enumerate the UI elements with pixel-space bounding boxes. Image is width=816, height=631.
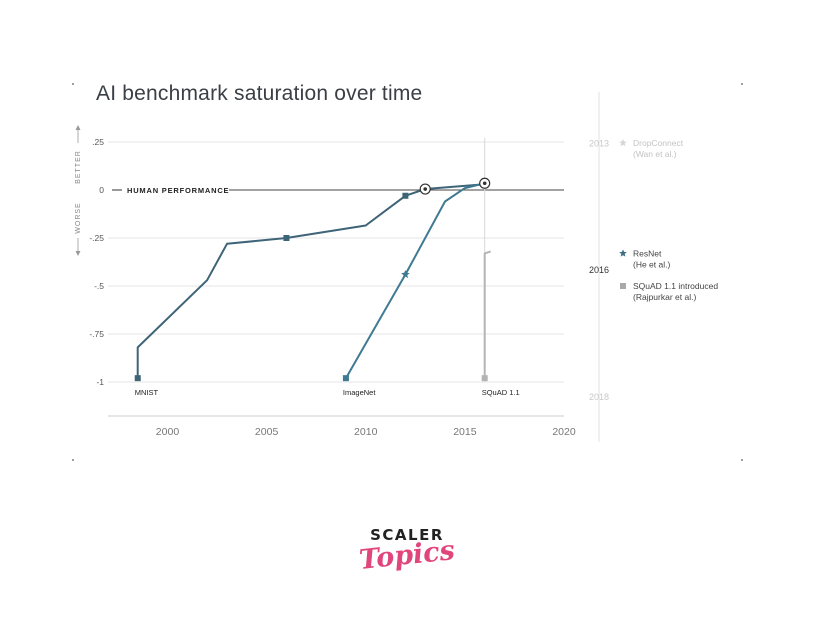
corner-mark <box>72 459 74 461</box>
timeline-event-label: DropConnect <box>633 138 684 148</box>
data-point <box>402 192 409 199</box>
y-tick-label: 0 <box>99 185 104 195</box>
x-tick-label: 2005 <box>255 426 279 438</box>
data-point <box>342 375 349 382</box>
y-tick-label: -1 <box>96 377 104 387</box>
crossing-marker-dot <box>482 181 487 186</box>
series-label: SQuAD 1.1 <box>482 388 520 397</box>
chart-title: AI benchmark saturation over time <box>96 82 423 105</box>
timeline-event-label: SQuAD 1.1 introduced <box>633 281 718 291</box>
data-point <box>481 375 488 382</box>
data-point <box>283 235 290 241</box>
logo-line1: SCALER <box>370 526 444 544</box>
corner-mark <box>72 83 74 85</box>
x-tick-label: 2015 <box>453 426 477 438</box>
y-tick-label: -.5 <box>94 281 104 291</box>
corner-mark <box>741 83 743 85</box>
timeline-event-label: ResNet <box>633 248 662 258</box>
timeline-event-label: (He et al.) <box>633 259 670 269</box>
y-tick-label: -.75 <box>89 329 104 339</box>
series-line <box>483 250 491 379</box>
timeline-year-label: 2016 <box>589 265 609 275</box>
data-point <box>134 375 141 382</box>
worse-arrow-head <box>75 251 81 256</box>
timeline-year-label: 2013 <box>589 138 609 148</box>
y-tick-label: .25 <box>92 137 104 147</box>
x-tick-label: 2020 <box>552 426 576 438</box>
better-label: BETTER <box>75 150 82 184</box>
series-line <box>345 182 485 379</box>
timeline-event-star <box>619 139 627 147</box>
better-arrow-head <box>75 125 81 130</box>
data-point-star <box>401 270 410 279</box>
corner-mark <box>741 459 743 461</box>
series-line <box>136 183 485 379</box>
timeline-event-label: (Wan et al.) <box>633 149 677 159</box>
reference-line-label: HUMAN PERFORMANCE <box>127 186 229 195</box>
timeline-event-star <box>619 249 627 257</box>
timeline-event-square <box>620 283 626 289</box>
series-label: ImageNet <box>343 388 376 397</box>
y-tick-label: -.25 <box>89 233 104 243</box>
timeline-year-label: 2018 <box>589 392 609 402</box>
timeline-event-label: (Rajpurkar et al.) <box>633 292 696 302</box>
series-label: MNIST <box>135 388 159 397</box>
x-tick-label: 2010 <box>354 426 378 438</box>
scaler-topics-logo: SCALER Topics <box>352 526 462 596</box>
worse-label: WORSE <box>75 202 82 233</box>
x-tick-label: 2000 <box>156 426 180 438</box>
crossing-marker-dot <box>423 187 428 191</box>
